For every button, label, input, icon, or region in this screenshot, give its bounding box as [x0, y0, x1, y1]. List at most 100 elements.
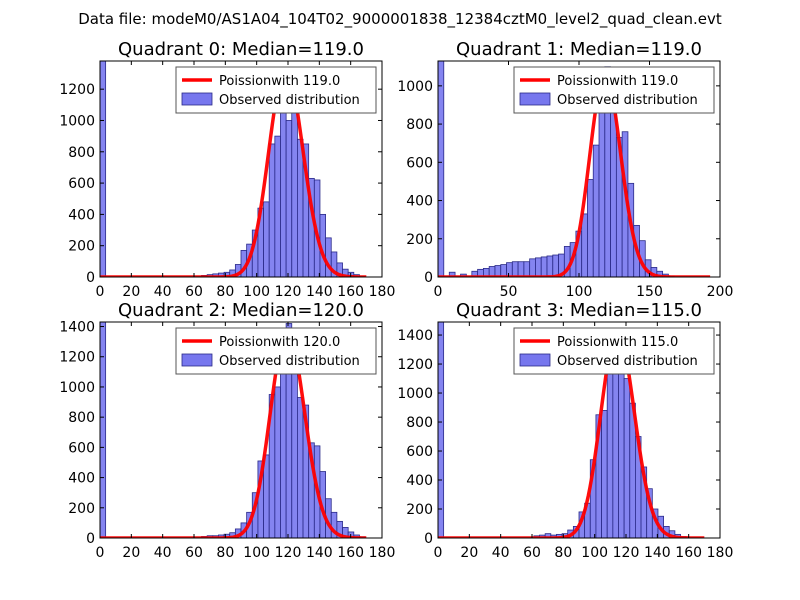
quadrant-3-legend: Poissionwith 115.0 Observed distribution [513, 327, 715, 375]
x-tick-label: 40 [154, 545, 172, 561]
quadrant-1-title: Quadrant 1: Median=119.0 [456, 39, 702, 60]
poisson-curve [438, 330, 705, 538]
histogram-bar [546, 255, 554, 277]
legend-histogram-swatch [181, 92, 213, 106]
histogram-bar [552, 254, 559, 277]
x-tick-label: 160 [675, 545, 702, 561]
histogram-bar [581, 213, 588, 277]
x-tick-label: 150 [636, 284, 663, 300]
histogram-bar [517, 261, 525, 277]
x-tick-label: 0 [434, 284, 443, 300]
histogram-bar [263, 454, 270, 538]
y-tick-label: 1200 [397, 357, 433, 373]
y-tick-label: 1400 [59, 320, 95, 336]
y-tick-label: 800 [68, 410, 95, 426]
y-tick-label: 1400 [397, 328, 433, 344]
poisson-curve [100, 329, 367, 538]
y-tick-label: 400 [68, 207, 95, 223]
quadrant-2-title: Quadrant 2: Median=120.0 [118, 300, 364, 321]
y-tick-label: 1000 [59, 113, 95, 129]
quadrant-3-axes-frame [437, 321, 721, 539]
quadrant-1-panel: Quadrant 1: Median=119.0 0 50 100 150 200 0 20… [397, 39, 733, 300]
y-tick-label: 600 [68, 176, 95, 192]
x-tick-label: 50 [500, 284, 518, 300]
x-tick-label: 160 [337, 284, 364, 300]
y-tick-label: 800 [68, 145, 95, 161]
x-tick-label: 80 [554, 545, 572, 561]
histogram-bar [100, 322, 107, 538]
x-tick-label: 0 [96, 545, 105, 561]
legend-histogram-swatch [181, 353, 213, 367]
legend-histogram-label: Observed distribution [219, 93, 360, 108]
y-tick-label: 800 [406, 117, 433, 133]
x-tick-label: 60 [185, 284, 203, 300]
x-tick-label: 0 [96, 284, 105, 300]
histogram-bar [587, 179, 594, 277]
y-tick-label: 600 [406, 155, 433, 171]
x-tick-label: 160 [337, 545, 364, 561]
quadrant-2-legend: Poissionwith 120.0 Observed distribution [175, 327, 377, 375]
histogram-bar [263, 201, 270, 277]
x-tick-label: 20 [460, 545, 478, 561]
histogram-bar [438, 61, 445, 277]
x-tick-label: 100 [243, 545, 270, 561]
y-tick-label: 0 [424, 531, 433, 547]
histogram-bar [285, 120, 293, 277]
x-tick-label: 20 [122, 284, 140, 300]
y-tick-label: 1000 [397, 386, 433, 402]
quadrant-2-axes-frame [99, 321, 383, 539]
x-tick-label: 140 [306, 284, 333, 300]
x-tick-label: 40 [492, 545, 510, 561]
legend-histogram-swatch [519, 353, 551, 367]
y-tick-label: 1000 [397, 79, 433, 95]
quadrant-0-legend: Poissionwith 119.0 Observed distribution [175, 66, 377, 114]
legend-histogram-label: Observed distribution [557, 354, 698, 369]
legend-poisson-label: Poissionwith 119.0 [557, 74, 678, 89]
histogram-bar [325, 237, 332, 277]
histogram-bar [296, 397, 304, 538]
x-tick-label: 40 [154, 284, 172, 300]
x-tick-label: 120 [275, 284, 302, 300]
histogram-bar [540, 256, 548, 277]
histogram-bar [529, 258, 536, 277]
y-tick-label: 600 [68, 440, 95, 456]
x-tick-label: 80 [216, 284, 234, 300]
x-tick-label: 100 [566, 284, 593, 300]
y-tick-label: 400 [406, 473, 433, 489]
quadrant-3-panel: Quadrant 3: Median=115.0 0 20 40 60 80 100 120… [397, 300, 733, 561]
y-tick-label: 200 [68, 239, 95, 255]
x-tick-label: 120 [613, 545, 640, 561]
y-tick-label: 200 [406, 232, 433, 248]
histogram-bar [291, 351, 298, 538]
quadrant-1-legend: Poissionwith 119.0 Observed distribution [513, 66, 715, 114]
histogram-bar [438, 322, 445, 538]
legend-histogram-swatch [519, 92, 551, 106]
x-tick-label: 180 [707, 545, 734, 561]
histogram-bar [296, 138, 304, 277]
histogram-bar [274, 135, 281, 277]
quadrant-0-axes-frame [99, 60, 383, 278]
x-tick-label: 60 [185, 545, 203, 561]
y-tick-label: 0 [86, 531, 95, 547]
y-tick-label: 400 [68, 471, 95, 487]
quadrant-0-panel: Quadrant 0: Median=119.0 0 20 40 60 80 100 120… [59, 39, 395, 300]
histogram-bar [618, 353, 625, 538]
y-tick-label: 0 [424, 270, 433, 286]
x-tick-label: 180 [369, 545, 396, 561]
y-tick-label: 400 [406, 194, 433, 210]
x-tick-label: 0 [434, 545, 443, 561]
x-tick-label: 100 [243, 284, 270, 300]
legend-histogram-label: Observed distribution [557, 93, 698, 108]
x-tick-label: 80 [216, 545, 234, 561]
y-tick-label: 200 [406, 502, 433, 518]
histogram-bar [448, 271, 456, 277]
histogram-bar [280, 88, 287, 277]
legend-poisson-label: Poissionwith 119.0 [219, 74, 340, 89]
histogram-bar [606, 363, 614, 538]
histogram-bar [601, 410, 608, 538]
x-tick-label: 180 [369, 284, 396, 300]
x-tick-label: 140 [644, 545, 671, 561]
y-tick-label: 1000 [59, 380, 95, 396]
y-tick-label: 800 [406, 415, 433, 431]
x-tick-label: 20 [122, 545, 140, 561]
